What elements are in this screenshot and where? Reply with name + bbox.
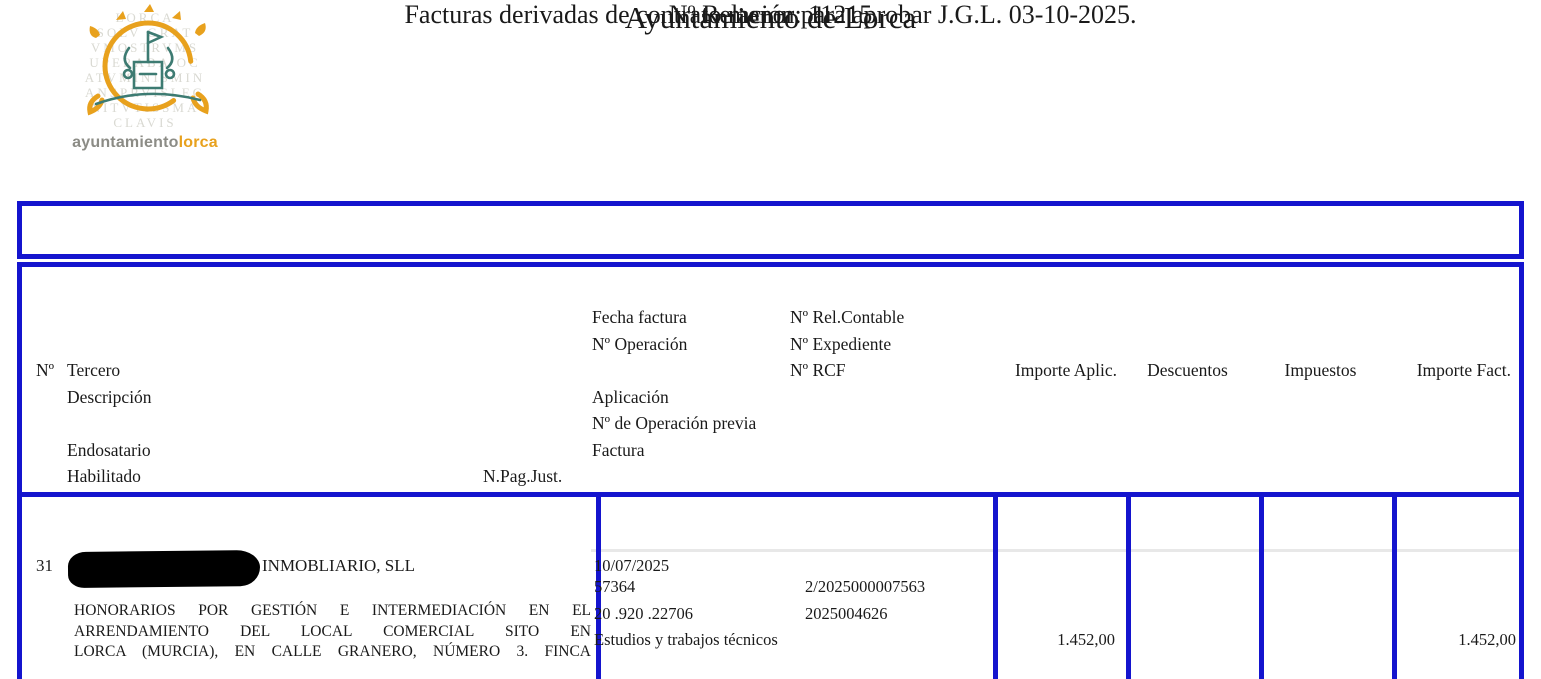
col-header-descuentos: Descuentos <box>1147 360 1228 380</box>
col-header-impuestos: Impuestos <box>1284 360 1357 380</box>
logo-wordmark-ayuntamiento: ayuntamiento <box>72 134 179 151</box>
page-subtitle: Facturas derivadas de contrato menor par… <box>404 0 1137 29</box>
row-divider-line <box>591 549 1520 552</box>
col-header-descripcion: Descripción <box>67 387 152 407</box>
page-title: Ayuntamiento de Lorca <box>624 0 917 35</box>
col-header-importe-fact: Importe Fact. <box>1416 360 1511 380</box>
column-divider <box>1259 497 1264 679</box>
row-description-line: LORCA (MURCIA), EN CALLE GRANERO, NÚMERO… <box>74 643 591 660</box>
row-expediente: 2025004626 <box>805 604 888 623</box>
column-divider <box>596 497 601 679</box>
row-fecha-factura: 10/07/2025 <box>594 556 670 575</box>
row-number: 31 <box>36 556 53 575</box>
relation-number: Nº Relación: 11215 <box>668 0 873 29</box>
column-divider <box>993 497 998 679</box>
table-header-box <box>17 262 1524 497</box>
row-tercero-name: INMOBLIARIO, SLL <box>262 556 415 575</box>
row-description-line: HONORARIOS POR GESTIÓN E INTERMEDIACIÓN … <box>74 602 591 619</box>
col-header-expediente: Nº Expediente <box>790 334 892 354</box>
col-header-num-operacion: Nº Operación <box>592 334 688 354</box>
logo-motto-line: CLAVIS <box>113 115 177 130</box>
col-header-aplicacion: Aplicación <box>592 387 669 407</box>
col-header-rel-contable: Nº Rel.Contable <box>790 307 905 327</box>
logo-wordmark: ayuntamientolorca <box>50 134 240 152</box>
redacted-name-block <box>67 549 261 589</box>
col-header-factura: Factura <box>592 440 645 460</box>
row-importe-aplic: 1.452,00 <box>1057 630 1115 649</box>
lorca-emblem-icon <box>87 4 209 116</box>
logo-motto-line: LORCA <box>115 10 175 25</box>
col-header-num: Nº <box>36 360 55 380</box>
col-header-endosatario: Endosatario <box>67 440 151 460</box>
lorca-logo: LORCA SOLV GRAT VMOSTRVMS UPERABA OC ATVMINI… <box>50 4 240 164</box>
col-header-operacion-previa: Nº de Operación previa <box>592 413 757 433</box>
row-num-operacion: 57364 <box>594 577 636 596</box>
column-divider <box>1126 497 1131 679</box>
row-description: HONORARIOS POR GESTIÓN E INTERMEDIACIÓN … <box>74 601 591 663</box>
col-header-habilitado: Habilitado <box>67 466 141 486</box>
col-header-npagjust: N.Pag.Just. <box>483 466 563 486</box>
column-divider <box>1392 497 1397 679</box>
col-header-importe-aplic: Importe Aplic. <box>1014 360 1117 380</box>
col-header-tercero: Tercero <box>67 360 121 380</box>
table-top-band <box>17 201 1524 259</box>
row-aplicacion: 20 .920 .22706 <box>594 604 693 623</box>
col-header-rcf: Nº RCF <box>790 360 846 380</box>
col-header-fecha-factura: Fecha factura <box>592 307 687 327</box>
row-rel-contable: 2/2025000007563 <box>805 577 926 596</box>
row-importe-fact: 1.452,00 <box>1458 630 1516 649</box>
row-description-line: ARRENDAMIENTO DEL LOCAL COMERCIAL SITO E… <box>74 622 591 640</box>
table-data-section <box>17 497 1524 679</box>
logo-wordmark-lorca: lorca <box>178 134 218 151</box>
row-aplicacion-desc: Estudios y trabajos técnicos <box>594 630 778 649</box>
